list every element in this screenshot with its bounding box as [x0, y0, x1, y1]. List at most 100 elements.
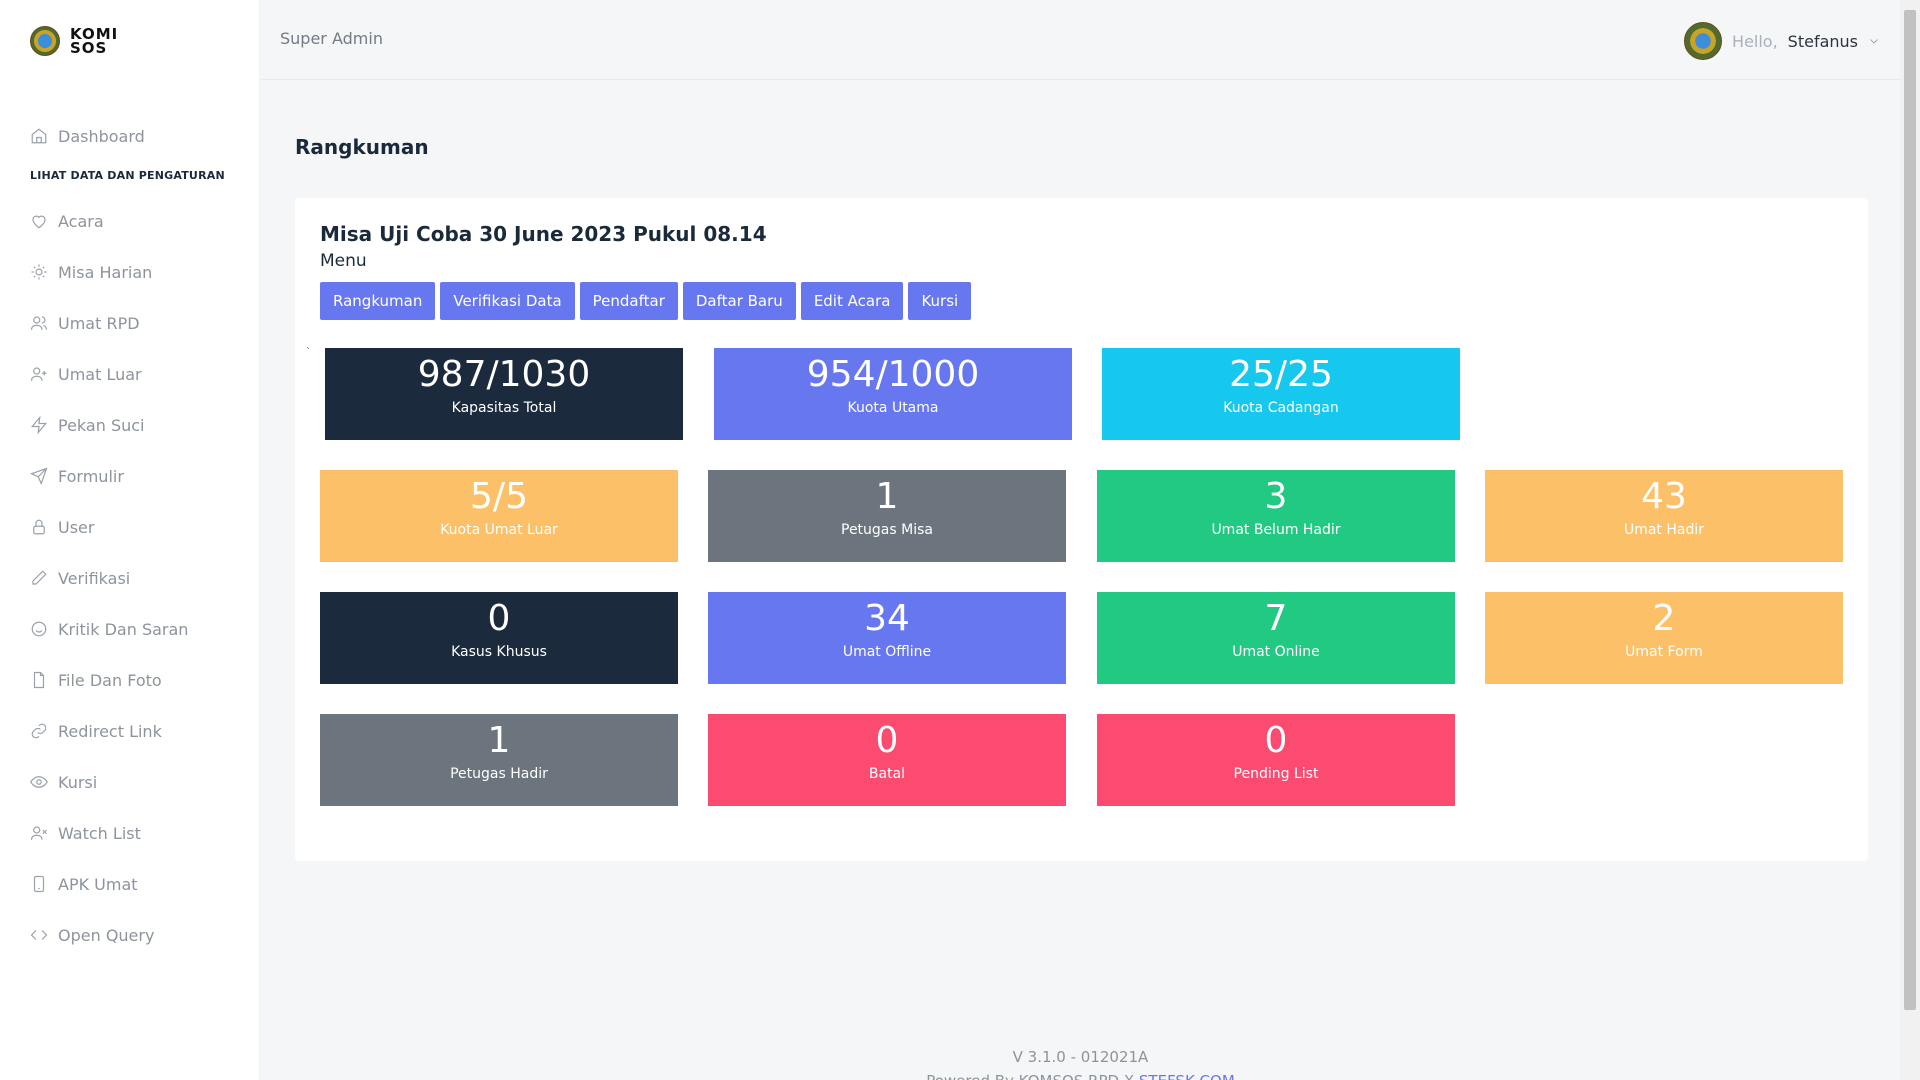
sidebar-item-label: Misa Harian: [58, 262, 153, 282]
stat-value: 0: [1264, 720, 1288, 761]
verifikasi-data-button[interactable]: Verifikasi Data: [440, 282, 575, 320]
lock-icon: [33, 519, 45, 535]
stat-umat-hadir: 43 Umat Hadir: [1485, 470, 1843, 562]
phone-icon: [33, 875, 45, 893]
seal-logo-icon: [30, 26, 60, 56]
stat-label: Batal: [868, 766, 906, 782]
sidebar-item-label: Umat RPD: [58, 313, 140, 333]
stat-pending-list: 0 Pending List: [1097, 714, 1455, 806]
code-icon: [30, 930, 48, 940]
sidebar: KOMI SOS Dashboard LIHAT DATA DAN PENGAT…: [0, 0, 260, 1080]
stat-umat-form: 2 Umat Form: [1485, 592, 1843, 684]
sidebar-item-umat-rpd[interactable]: Umat RPD: [30, 310, 140, 336]
sidebar-item-label: Formulir: [58, 466, 124, 486]
footer-powered-text: Powered By KOMSOS RPD X: [926, 1072, 1134, 1080]
sidebar-item-file-dan-foto[interactable]: File Dan Foto: [30, 667, 162, 693]
stat-label: Petugas Misa: [841, 522, 933, 538]
stat-batal: 0 Batal: [708, 714, 1066, 806]
link-icon: [31, 723, 47, 739]
sidebar-item-formulir[interactable]: Formulir: [30, 463, 124, 489]
footer-powered: Powered By KOMSOS RPD X STEFSK.COM: [261, 1072, 1900, 1080]
footer-link[interactable]: STEFSK.COM: [1139, 1072, 1235, 1080]
sidebar-item-label: Kritik Dan Saran: [58, 619, 189, 639]
scrollbar-thumb[interactable]: [1904, 10, 1916, 1010]
stat-umat-online: 7 Umat Online: [1097, 592, 1455, 684]
sidebar-item-label: Acara: [58, 211, 104, 231]
sidebar-item-apk-umat[interactable]: APK Umat: [30, 871, 138, 897]
stat-kapasitas-total: 987/1030 Kapasitas Total: [325, 348, 683, 440]
stat-kasus-khusus: 0 Kasus Khusus: [320, 592, 678, 684]
stat-umat-belum-hadir: 3 Umat Belum Hadir: [1097, 470, 1455, 562]
logo[interactable]: KOMI SOS: [30, 26, 120, 56]
stat-value: 5/5: [470, 476, 528, 517]
eye-icon: [30, 776, 48, 788]
event-title: Misa Uji Coba 30 June 2023 Pukul 08.14: [320, 222, 767, 246]
sidebar-item-user[interactable]: User: [30, 514, 94, 540]
stat-value: 0: [875, 720, 899, 761]
sidebar-item-label: Watch List: [58, 823, 141, 843]
scrollbar[interactable]: [1900, 0, 1920, 1080]
stat-petugas-misa: 1 Petugas Misa: [708, 470, 1066, 562]
sidebar-item-label: User: [58, 517, 95, 537]
sidebar-item-redirect-link[interactable]: Redirect Link: [30, 718, 162, 744]
sidebar-item-watch-list[interactable]: Watch List: [30, 820, 141, 846]
chevron-down-icon[interactable]: [1868, 32, 1880, 51]
top-header: Super Admin Hello, Stefanus: [261, 0, 1900, 80]
sidebar-item-kritik-dan-saran[interactable]: Kritik Dan Saran: [30, 616, 188, 642]
stat-value: 987/1030: [417, 354, 591, 395]
sidebar-item-label: Kursi: [58, 772, 98, 792]
rangkuman-button[interactable]: Rangkuman: [320, 282, 436, 320]
sidebar-item-label: Redirect Link: [58, 721, 162, 741]
sidebar-item-umat-luar[interactable]: Umat Luar: [30, 361, 142, 387]
logo-text: KOMI SOS: [70, 25, 119, 57]
stat-value: 954/1000: [806, 354, 980, 395]
sidebar-section-label: LIHAT DATA DAN PENGATURAN: [30, 169, 225, 182]
stat-label: Kasus Khusus: [451, 644, 547, 660]
stat-value: 43: [1641, 476, 1687, 517]
stat-value: 3: [1264, 476, 1288, 517]
sidebar-item-open-query[interactable]: Open Query: [30, 922, 154, 948]
user-plus-icon: [30, 367, 47, 381]
footer-version: V 3.1.0 - 012021A: [1012, 1048, 1149, 1066]
stat-label: Kuota Cadangan: [1223, 400, 1339, 416]
sun-icon: [31, 264, 47, 280]
sidebar-item-verifikasi[interactable]: Verifikasi: [30, 565, 130, 591]
sidebar-item-label: APK Umat: [58, 874, 138, 894]
sidebar-item-acara[interactable]: Acara: [30, 208, 104, 234]
user-x-icon: [30, 826, 47, 840]
stat-kuota-umat-luar: 5/5 Kuota Umat Luar: [320, 470, 678, 562]
sidebar-item-dashboard[interactable]: Dashboard: [30, 123, 145, 149]
sidebar-item-kursi[interactable]: Kursi: [30, 769, 97, 795]
sidebar-item-label: Pekan Suci: [58, 415, 145, 435]
stat-label: Kuota Utama: [847, 400, 939, 416]
smile-icon: [31, 621, 47, 637]
hello-text: Hello,: [1732, 31, 1778, 51]
stat-label: Kapasitas Total: [451, 400, 557, 416]
daftar-baru-button[interactable]: Daftar Baru: [682, 282, 796, 320]
kursi-button[interactable]: Kursi: [908, 282, 972, 320]
pendaftar-button[interactable]: Pendaftar: [579, 282, 678, 320]
avatar[interactable]: [1684, 22, 1723, 60]
stat-value: 7: [1264, 598, 1288, 639]
summary-card: Misa Uji Coba 30 June 2023 Pukul 08.14 M…: [295, 198, 1868, 861]
stat-label: Umat Form: [1625, 644, 1703, 660]
menu-label: Menu: [320, 251, 367, 271]
sidebar-item-pekan-suci[interactable]: Pekan Suci: [30, 412, 144, 438]
stat-kuota-utama: 954/1000 Kuota Utama: [714, 348, 1072, 440]
send-icon: [30, 467, 48, 485]
stat-label: Umat Online: [1232, 644, 1320, 660]
edit-acara-button[interactable]: Edit Acara: [800, 282, 904, 320]
sidebar-item-label: File Dan Foto: [58, 670, 162, 690]
header-role: Super Admin: [280, 29, 383, 48]
page-title: Rangkuman: [295, 135, 429, 159]
menu-button-row: Rangkuman Verifikasi Data Pendaftar Daft…: [320, 282, 972, 320]
sidebar-item-misa-harian[interactable]: Misa Harian: [30, 259, 152, 285]
pen-icon: [32, 570, 47, 585]
stat-value: 2: [1652, 598, 1676, 639]
stat-kuota-cadangan: 25/25 Kuota Cadangan: [1102, 348, 1460, 440]
stat-umat-offline: 34 Umat Offline: [708, 592, 1066, 684]
user-menu[interactable]: Hello, Stefanus: [1684, 22, 1880, 60]
stat-value: 25/25: [1229, 354, 1333, 395]
stat-petugas-hadir: 1 Petugas Hadir: [320, 714, 678, 806]
heart-icon: [32, 215, 46, 229]
